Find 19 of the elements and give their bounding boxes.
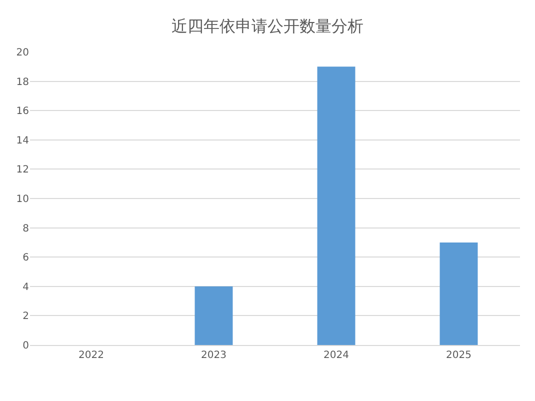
bar — [194, 286, 233, 345]
x-tick-label: 2022 — [78, 350, 104, 361]
y-tick-label: 20 — [16, 48, 29, 58]
y-tick-label: 2 — [22, 311, 29, 322]
bar — [317, 66, 356, 345]
x-tick-label: 2023 — [201, 350, 226, 361]
y-tick-label: 18 — [16, 76, 29, 88]
y-tick-label: 12 — [16, 164, 29, 176]
y-tick-label: 8 — [22, 223, 29, 234]
y-tick-label: 14 — [16, 135, 29, 146]
y-tick-label: 4 — [22, 282, 29, 293]
y-tick-label: 10 — [16, 194, 29, 205]
y-tick-label: 6 — [22, 252, 29, 264]
x-tick-label: 2024 — [324, 350, 349, 361]
chart-title: 近四年依申请公开数量分析 — [172, 16, 364, 36]
y-tick-label: 16 — [16, 106, 29, 118]
bar — [440, 242, 478, 345]
y-tick-label: 0 — [22, 340, 29, 352]
x-tick-label: 2025 — [446, 350, 472, 361]
